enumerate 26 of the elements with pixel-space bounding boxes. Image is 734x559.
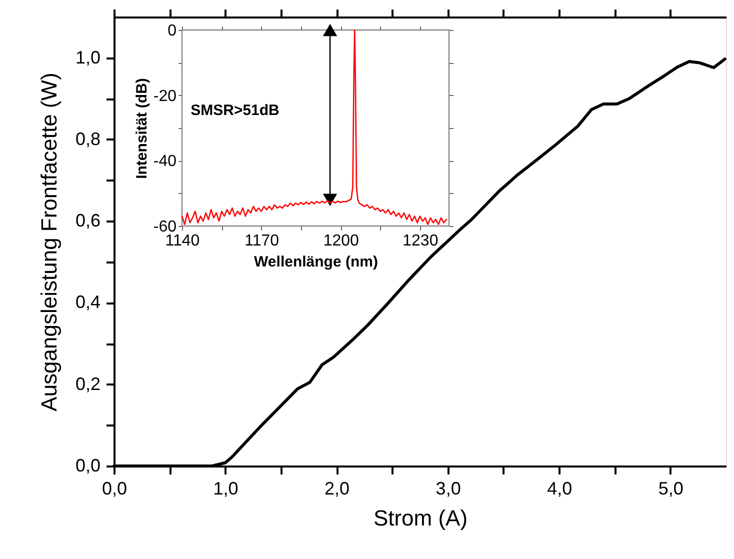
y-tick-label: -20: [153, 88, 177, 105]
x-tick-label: 4,0: [547, 478, 572, 498]
y-tick-label: 0,0: [75, 456, 100, 476]
y-tick-label: 0,2: [75, 374, 100, 394]
x-tick-label: 1170: [244, 232, 280, 250]
y-tick-label: 0: [168, 22, 177, 40]
x-tick-label: 2,0: [324, 478, 350, 498]
y-axis-title: Ausgangsleistung Frontfacette (W): [36, 72, 62, 412]
x-tick-label: 1,0: [213, 478, 238, 498]
y-tick-label: -40: [153, 153, 177, 170]
y-tick-label: 0,6: [75, 210, 100, 231]
x-tick-label: 1140: [165, 232, 200, 250]
x-axis-title: Strom (A): [373, 506, 468, 530]
y-tick-label: 0,4: [75, 292, 100, 312]
x-tick-label: 0,0: [102, 478, 128, 498]
annotation: SMSR>51dB: [190, 102, 280, 119]
x-tick-label: 3,0: [436, 478, 461, 498]
x-tick-label: 5,0: [658, 478, 684, 498]
y-tick-label: 1,0: [75, 47, 100, 68]
x-axis-title: Wellenlänge (nm): [254, 254, 378, 270]
x-tick-label: 1230: [402, 232, 438, 250]
line-series: [181, 29, 448, 226]
y-axis-title: Intensität (dB): [133, 78, 150, 179]
y-tick-label: -60: [153, 218, 177, 236]
x-tick-label: 1200: [323, 232, 360, 250]
y-tick-label: 0,8: [75, 128, 100, 149]
